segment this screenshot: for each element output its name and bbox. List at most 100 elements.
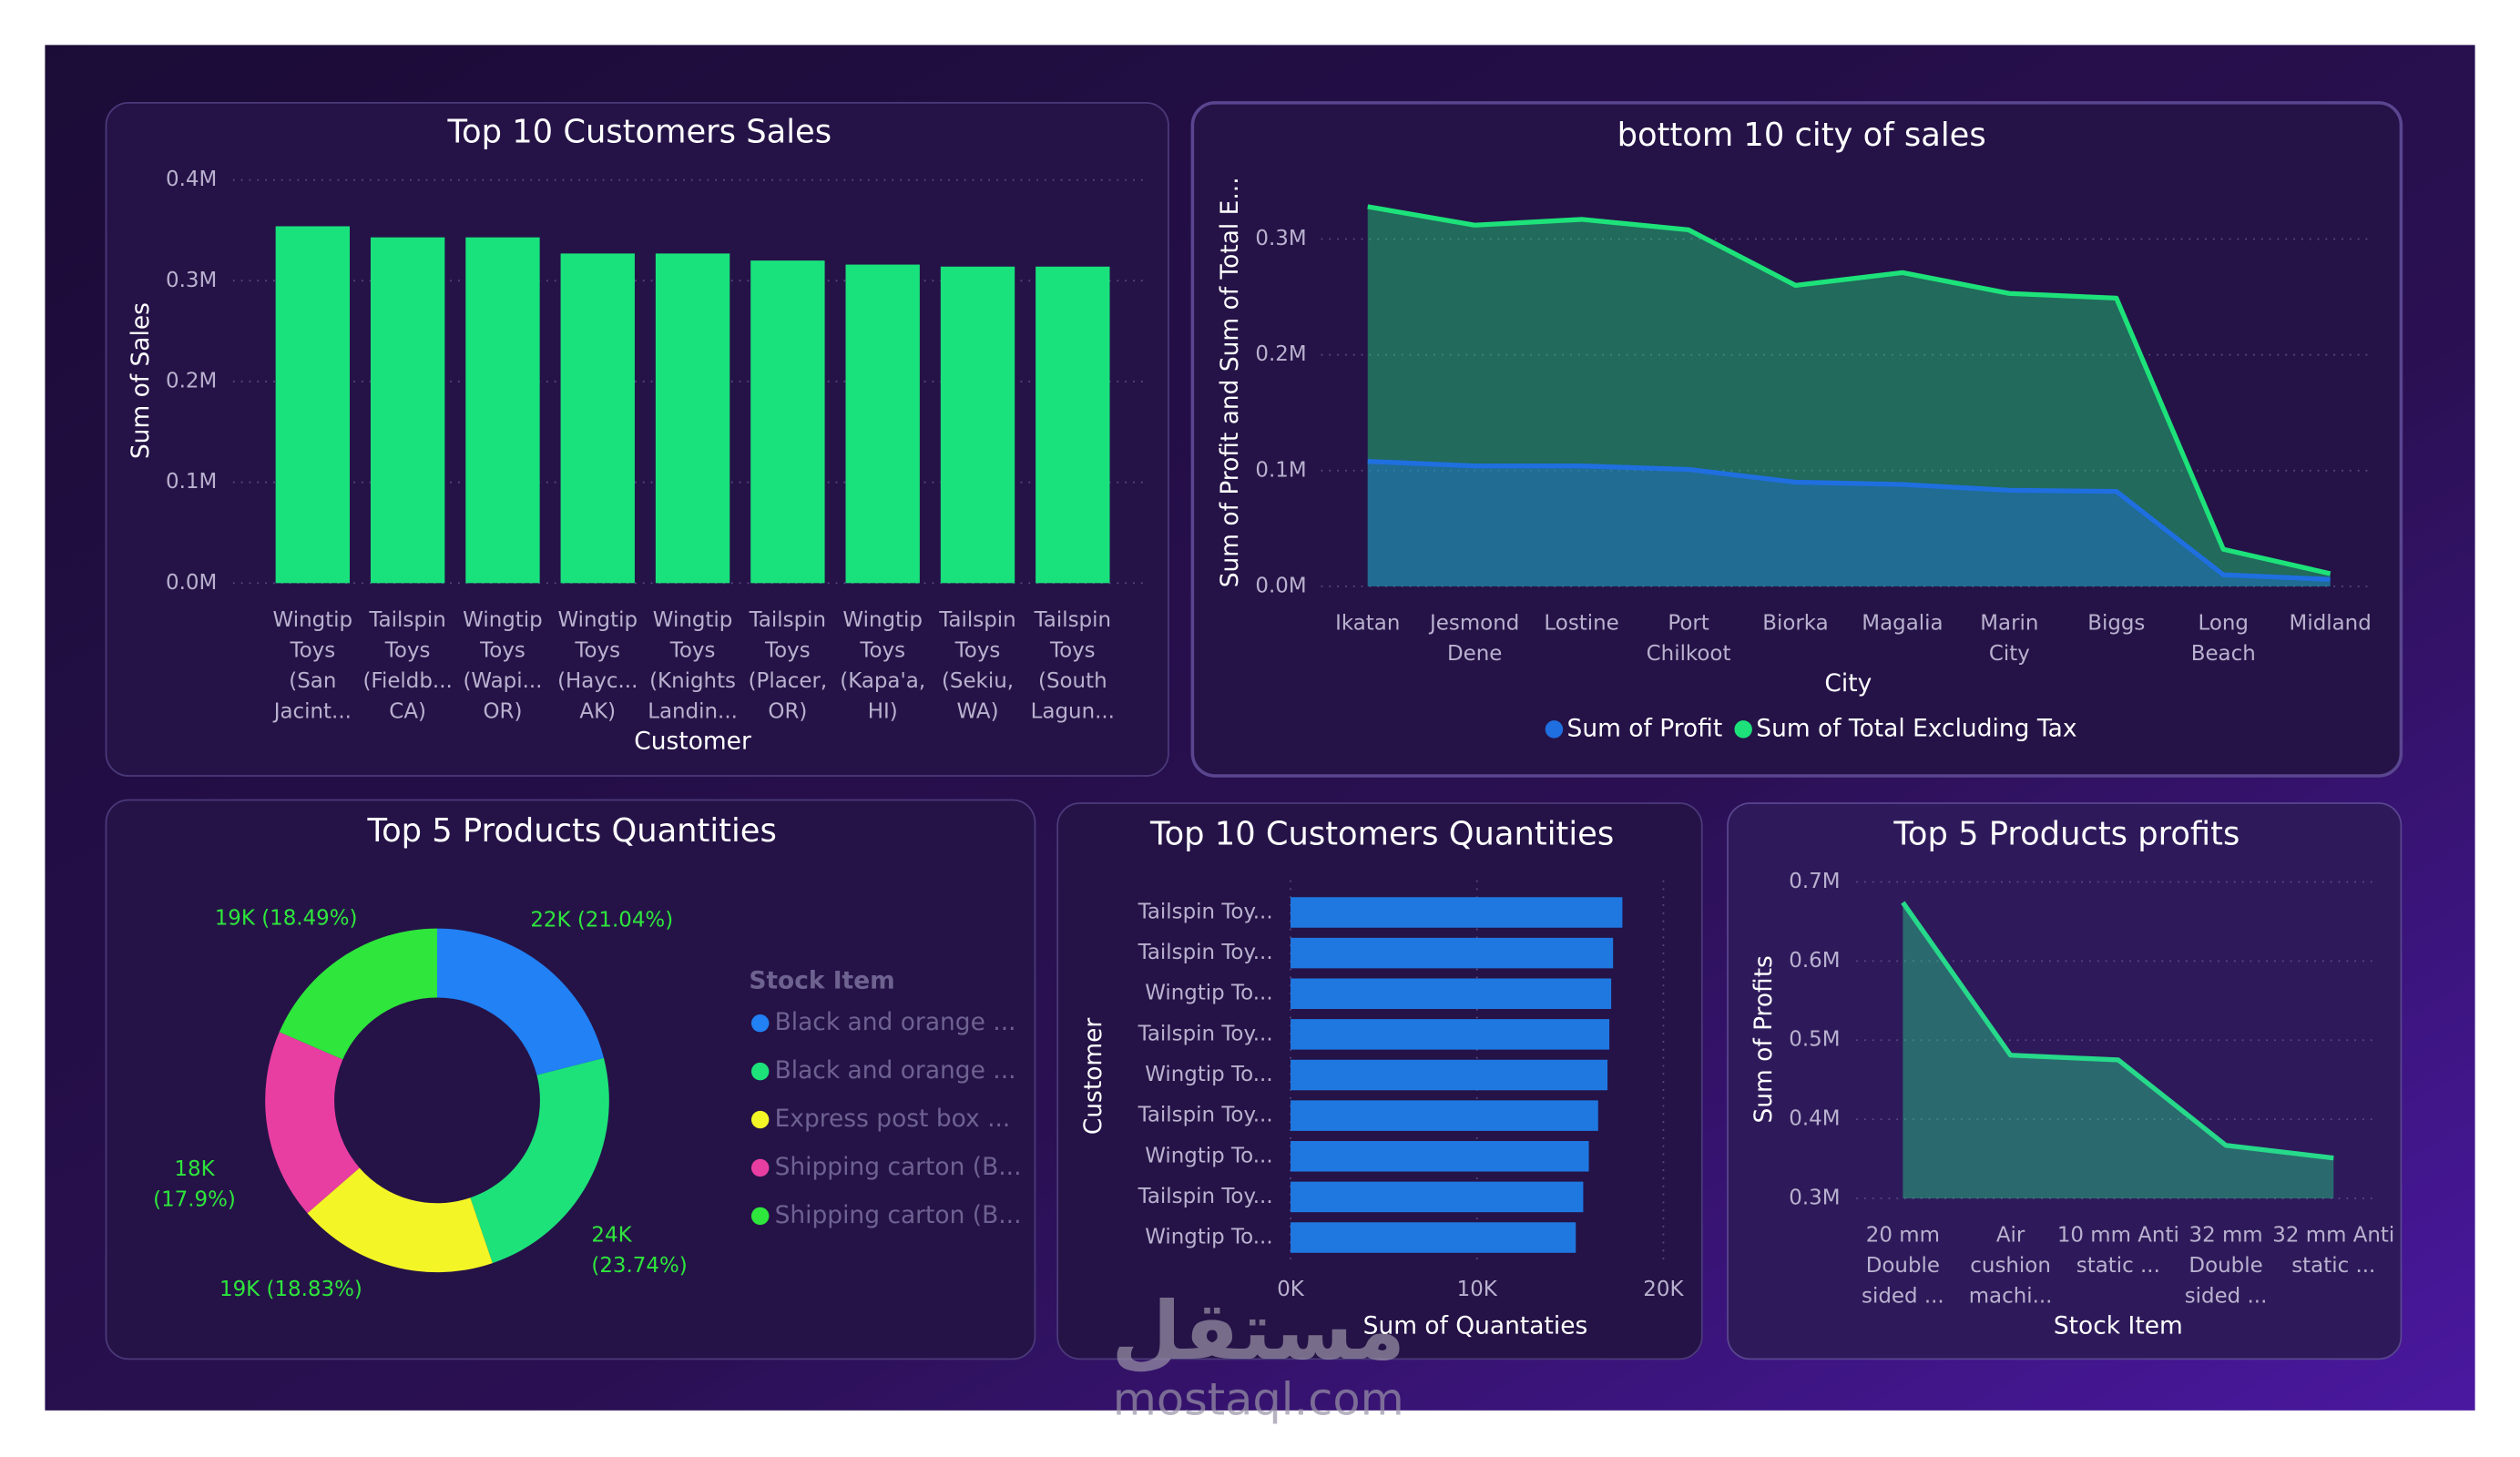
text-line: (Sekiu, xyxy=(942,668,1014,692)
x-tick-label: Long Beach xyxy=(2191,611,2256,666)
x-tick-label: Tailspin Toys (Placer, OR) xyxy=(749,607,828,723)
text-line: Landin... xyxy=(648,699,738,723)
text-line: Wingtip xyxy=(557,607,638,631)
legend-label: Sum of Total Excluding Tax xyxy=(1756,714,2076,742)
bar xyxy=(560,253,635,584)
x-tick-label: 32 mm Anti static ... xyxy=(2272,1223,2394,1278)
text-line: 32 mm Anti xyxy=(2272,1223,2394,1247)
text-line: City xyxy=(1989,641,2030,665)
x-axis-title: Stock Item xyxy=(2054,1312,2183,1340)
legend-marker xyxy=(1734,720,1752,739)
donut-slice xyxy=(307,1167,493,1273)
legend-marker xyxy=(750,1014,770,1033)
text-line: Dene xyxy=(1447,641,1502,665)
legend-label: Shipping carton (B... xyxy=(775,1153,1022,1181)
y-tick-label: 0.6M xyxy=(1789,949,1840,973)
text-line: Toys xyxy=(669,638,716,662)
bar xyxy=(1291,937,1614,969)
text-line: Toys xyxy=(290,638,336,662)
bar xyxy=(1291,1141,1589,1172)
y-tick-label: 0.2M xyxy=(1255,342,1306,366)
text-line: Toys xyxy=(859,638,905,662)
bar xyxy=(1036,266,1110,584)
text-line: OR) xyxy=(483,699,522,723)
text-line: Midland xyxy=(2290,611,2372,635)
bar xyxy=(1291,1181,1584,1213)
text-line: Port xyxy=(1668,611,1709,635)
text-line: Marin xyxy=(1980,611,2038,635)
text-line: Toys xyxy=(764,638,811,662)
y-tick-label: Wingtip To... xyxy=(1145,1063,1272,1086)
data-label: 18K (17.9%) xyxy=(153,1157,236,1212)
text-line: Magalia xyxy=(1862,611,1943,635)
text-line: (Kapa'a, xyxy=(840,668,925,692)
x-tick-label: Wingtip Toys (San Jacint... xyxy=(272,607,352,723)
x-tick-label: Marin City xyxy=(1980,611,2038,666)
text-line: CA) xyxy=(389,699,426,723)
bar xyxy=(1291,1222,1576,1253)
x-tick-label: Biggs xyxy=(2087,611,2145,635)
bar xyxy=(1291,897,1623,928)
watermark: مستقل xyxy=(1111,1284,1405,1378)
text-line: Wingtip xyxy=(463,607,543,631)
area-fill xyxy=(1903,902,2334,1198)
x-tick-label: 20K xyxy=(1643,1278,1684,1301)
y-tick-label: 0.3M xyxy=(1255,227,1306,250)
x-axis-title: City xyxy=(1824,669,1872,698)
text-line: 32 mm xyxy=(2188,1223,2262,1247)
text-line: Toys xyxy=(1049,638,1096,662)
text-line: (Hayc... xyxy=(557,668,638,692)
text-line: Wingtip xyxy=(273,607,353,631)
text-line: (San xyxy=(289,668,336,692)
text-line: 18K xyxy=(174,1157,215,1181)
donut-slice xyxy=(470,1057,609,1264)
text-line: Jesmond xyxy=(1428,611,1519,635)
bar xyxy=(275,226,351,584)
text-line: sided ... xyxy=(2185,1284,2268,1308)
text-line: Long xyxy=(2198,611,2248,635)
x-tick-label: 10 mm Anti static ... xyxy=(2057,1223,2179,1278)
chart-title: Top 5 Products Quantities xyxy=(367,812,777,850)
legend-marker xyxy=(750,1062,770,1081)
bar xyxy=(1291,1019,1610,1050)
y-tick-label: Wingtip To... xyxy=(1145,1226,1272,1249)
legend-label: Black and orange ... xyxy=(775,1056,1016,1085)
text-line: Beach xyxy=(2191,641,2256,665)
text-line: Double xyxy=(2188,1254,2262,1278)
legend-label: Sum of Profit xyxy=(1567,714,1723,742)
text-line: Tailspin xyxy=(749,607,826,631)
text-line: (Fieldb... xyxy=(362,668,452,692)
x-tick-label: Magalia xyxy=(1862,611,1943,635)
bar xyxy=(370,237,445,584)
text-line: Lostine xyxy=(1544,611,1618,635)
text-line: Toys xyxy=(479,638,525,662)
y-axis-title: Sum of Profits xyxy=(1750,955,1778,1123)
x-tick-label: 0K xyxy=(1277,1278,1305,1301)
text-line: Toys xyxy=(954,638,1001,662)
text-line: (Knights xyxy=(649,668,736,692)
chart-title: Top 10 Customers Sales xyxy=(447,113,832,150)
bar xyxy=(655,253,730,584)
bar xyxy=(1291,1059,1608,1091)
bar xyxy=(465,237,540,584)
chart-title: Top 10 Customers Quantities xyxy=(1149,815,1614,852)
text-line: sided ... xyxy=(1862,1284,1944,1308)
panel xyxy=(1727,802,2403,1360)
legend-label: Shipping carton (B... xyxy=(775,1201,1022,1229)
y-tick-label: 0.2M xyxy=(166,369,217,392)
text-line: Lagun... xyxy=(1031,699,1115,723)
legend-marker xyxy=(750,1158,770,1177)
line xyxy=(1367,458,2331,582)
x-tick-label: Port Chilkoot xyxy=(1647,611,1731,666)
y-axis-title: Customer xyxy=(1079,1018,1107,1136)
data-label: 22K (21.04%) xyxy=(530,908,673,932)
chart-title: bottom 10 city of sales xyxy=(1617,117,1986,154)
legend-marker xyxy=(750,1207,770,1226)
legend-marker xyxy=(1545,720,1564,739)
y-tick-label: Wingtip To... xyxy=(1145,982,1272,1005)
text-line: 24K xyxy=(591,1223,632,1247)
text-line: Chilkoot xyxy=(1647,641,1731,665)
text-line: (South xyxy=(1038,668,1107,692)
text-line: Tailspin xyxy=(1034,607,1111,631)
